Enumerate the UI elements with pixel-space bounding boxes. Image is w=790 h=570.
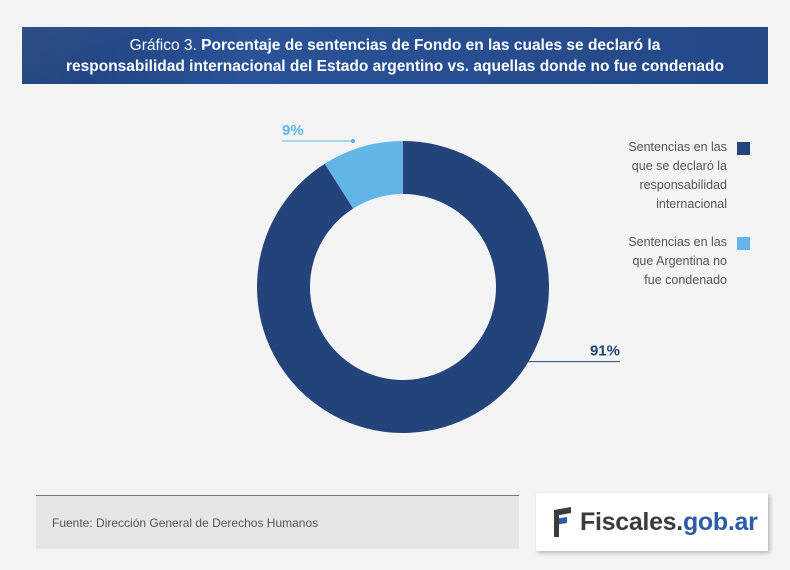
logo-wordmark: Fiscales.gob.ar (580, 508, 758, 537)
logo-text-fiscales: Fiscales. (580, 507, 683, 536)
legend-item-responsabilidad: Sentencias en las que se declaró la resp… (600, 138, 750, 214)
title-text-line2: responsabilidad internacional del Estado… (65, 57, 724, 75)
slice-responsabilidad (257, 141, 549, 434)
leader-line-91 (489, 359, 620, 364)
legend-label-responsabilidad: Sentencias en las que se declaró la resp… (628, 140, 727, 211)
legend-swatch-light-blue (737, 237, 750, 250)
data-label-9: 9% (282, 122, 304, 139)
title-line-1: Gráfico 3. Porcentaje de sentencias de F… (22, 35, 768, 56)
title-decoration (22, 27, 162, 84)
fiscales-logo: Fiscales.gob.ar (536, 493, 768, 551)
source-text: Fuente: Dirección General de Derechos Hu… (52, 515, 319, 530)
title-text-line1: Porcentaje de sentencias de Fondo en las… (201, 36, 661, 54)
logo-text-gob-ar: gob.ar (682, 507, 758, 536)
legend-swatch-dark-blue (737, 142, 750, 155)
title-prefix: Gráfico 3. (129, 36, 197, 54)
data-label-91: 91% (590, 343, 620, 360)
legend-label-no-condenado: Sentencias en las que Argentina no fue c… (628, 235, 727, 287)
chart-title-bar: Gráfico 3. Porcentaje de sentencias de F… (22, 27, 768, 84)
legend-item-no-condenado: Sentencias en las que Argentina no fue c… (600, 233, 750, 290)
title-line-2: responsabilidad internacional del Estado… (22, 56, 768, 77)
fiscales-flag-icon (554, 507, 571, 537)
chart-legend: Sentencias en las que se declaró la resp… (600, 138, 750, 309)
leader-line-9 (282, 138, 356, 144)
slice-no-condenado (324, 141, 403, 209)
source-box: Fuente: Dirección General de Derechos Hu… (36, 495, 519, 549)
